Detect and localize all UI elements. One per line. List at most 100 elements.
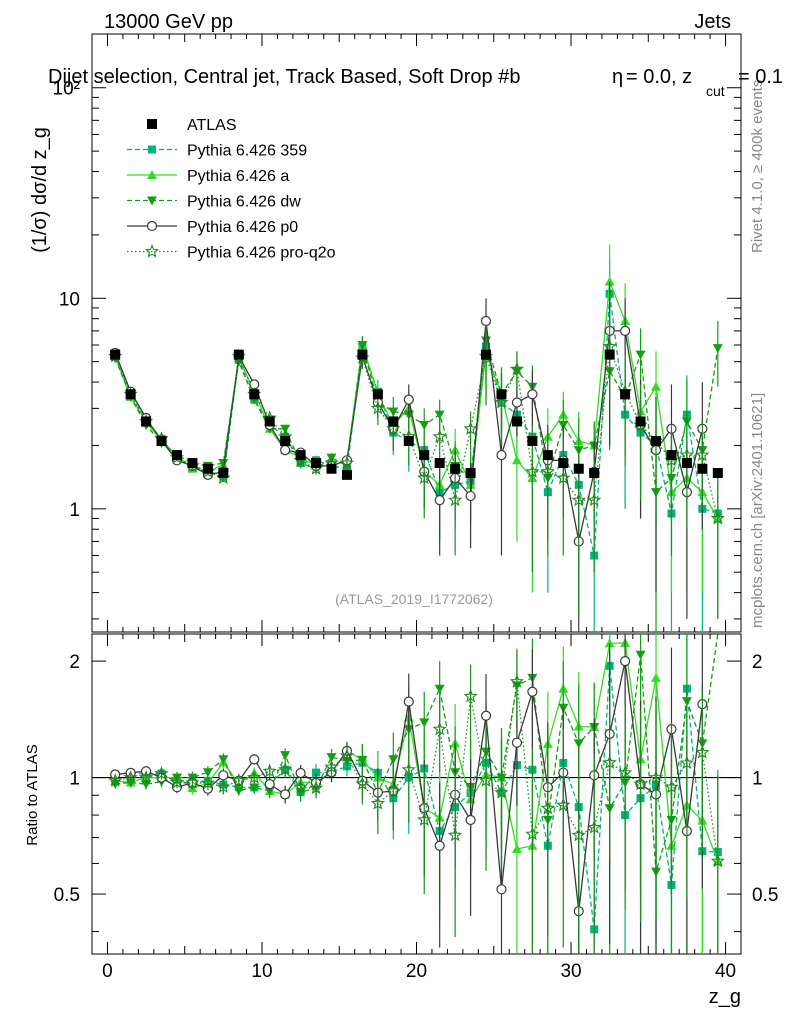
point-atlas	[295, 450, 306, 461]
ratio-point-proq2o	[525, 826, 540, 841]
point-p0	[280, 445, 291, 456]
ratio-line-p359	[115, 665, 718, 930]
point-atlas	[341, 469, 352, 480]
ratio-point-a	[651, 672, 662, 682]
point-atlas	[388, 416, 399, 427]
point-proq2o	[710, 510, 725, 525]
analysis-watermark: (ATLAS_2019_I1772062)	[335, 591, 493, 607]
ratio-point-proq2o	[169, 774, 185, 789]
ratio-point-dw	[218, 755, 229, 765]
ratio-y-tick-label: 1	[69, 769, 80, 790]
legend-label: Pythia 6.426 p0	[187, 219, 298, 236]
x-tick-label: 20	[406, 961, 427, 982]
ratio-point-proq2o	[710, 853, 725, 868]
point-p0	[403, 394, 414, 405]
ratio-y-axis-label: Ratio to ATLAS	[24, 744, 41, 845]
ratio-point-dw	[434, 684, 445, 694]
point-p0	[465, 490, 476, 502]
point-atlas	[156, 435, 167, 446]
ratio-point-proq2o	[602, 755, 617, 769]
point-atlas	[357, 349, 368, 360]
ratio-y-tick-label-right: 0.5	[752, 885, 778, 906]
ratio-point-proq2o	[648, 770, 664, 784]
ratio-y-tick-label: 2	[69, 652, 80, 673]
legend: ATLAS Pythia 6.426 359 Pythia 6.426 a Pythi…	[127, 117, 336, 262]
ratio-point-p359	[312, 768, 321, 777]
point-atlas	[558, 458, 569, 469]
point-p0	[496, 449, 507, 461]
point-atlas	[450, 463, 461, 474]
ratio-point-proq2o	[185, 775, 200, 789]
ratio-point-proq2o	[633, 776, 648, 791]
ratio-point-dw	[233, 786, 244, 796]
ratio-point-proq2o	[200, 775, 216, 790]
point-dw	[635, 350, 646, 360]
ratio-point-proq2o	[679, 755, 695, 769]
legend-entry-p359: Pythia 6.426 359	[127, 143, 307, 160]
header-left: 13000 GeV pp	[104, 11, 233, 33]
point-dw	[218, 459, 229, 469]
ratio-point-proq2o	[108, 773, 123, 787]
main-y-tick-label: 10	[59, 289, 80, 310]
ratio-point-a	[511, 843, 522, 853]
point-atlas	[280, 435, 291, 446]
point-proq2o	[679, 447, 695, 462]
point-proq2o	[432, 429, 447, 443]
x-tick-label: 30	[560, 961, 581, 982]
selection-zcut: = 0.0, z	[626, 66, 692, 88]
point-atlas	[403, 435, 414, 446]
point-atlas	[712, 467, 723, 478]
selection-title: Dijet selection, Central jet, Track Base…	[48, 66, 520, 88]
y-axis-label: (1/σ) dσ/d z_g	[29, 127, 51, 253]
point-atlas	[171, 450, 182, 461]
point-p0	[480, 315, 492, 327]
rivet-label: Rivet 4.1.0, ≥ 400k events	[749, 80, 766, 253]
ratio-point-proq2o	[262, 763, 277, 778]
point-p0	[620, 325, 631, 336]
series-atlas	[110, 349, 723, 480]
point-atlas	[681, 458, 692, 469]
point-atlas	[635, 416, 646, 427]
point-atlas	[589, 467, 600, 478]
ratio-point-p0	[480, 710, 492, 721]
point-atlas	[527, 435, 538, 446]
point-atlas	[249, 389, 260, 400]
ratio-point-dw	[326, 753, 337, 763]
point-atlas	[620, 389, 631, 400]
x-tick-label: 0	[102, 961, 113, 982]
point-proq2o	[417, 470, 432, 485]
point-atlas	[233, 349, 244, 360]
point-p0	[527, 389, 538, 400]
ratio-point-p0	[403, 696, 414, 707]
point-atlas	[666, 450, 677, 461]
point-atlas	[110, 349, 121, 360]
point-atlas	[202, 463, 213, 474]
ratio-point-proq2o	[463, 688, 478, 703]
legend-marker	[148, 145, 156, 154]
point-proq2o	[463, 421, 478, 435]
x-axis-label: z_g	[709, 986, 741, 1008]
ratio-point-proq2o	[324, 759, 339, 774]
ratio-point-proq2o	[339, 748, 355, 762]
y-axis-label-text: (1/σ) dσ/d z_g	[29, 127, 51, 253]
ratio-point-proq2o	[401, 762, 416, 776]
point-proq2o	[540, 464, 556, 478]
point-dw	[419, 421, 430, 431]
legend-marker	[147, 170, 157, 179]
legend-entry-a: Pythia 6.426 a	[127, 168, 289, 185]
ratio-point-proq2o	[432, 721, 447, 736]
point-atlas	[218, 467, 229, 478]
point-proq2o	[509, 361, 525, 376]
ratio-point-proq2o	[664, 779, 679, 794]
legend-entry-dw: Pythia 6.426 dw	[127, 194, 301, 211]
ratio-point-proq2o	[308, 780, 324, 795]
selection-cut-value: = 0.1	[738, 66, 783, 88]
ratio-line-a	[115, 642, 719, 862]
ratio-point-dw	[202, 768, 213, 778]
ratio-point-proq2o	[478, 773, 494, 787]
point-a	[604, 276, 615, 286]
point-dw	[357, 340, 368, 350]
point-proq2o	[494, 394, 509, 409]
point-a	[651, 381, 662, 391]
